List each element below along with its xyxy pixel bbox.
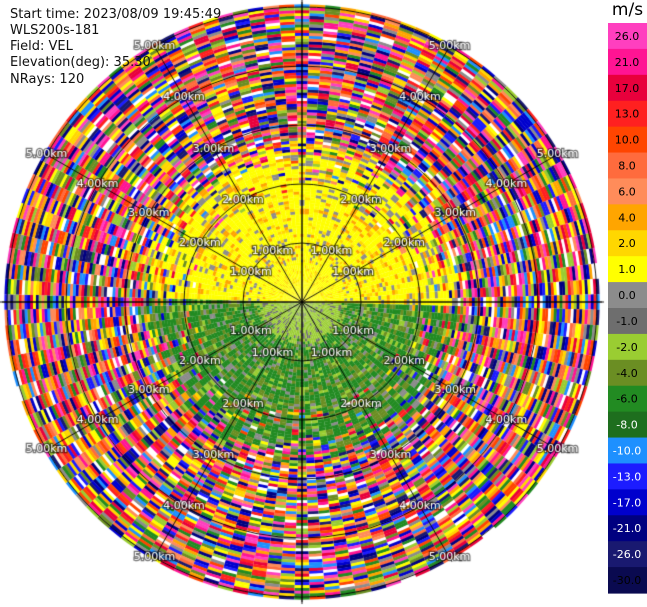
colorbar-tick-label: 2.0 — [618, 237, 636, 250]
colorbar-swatch — [608, 23, 647, 50]
colorbar-tick-label: -26.0 — [613, 548, 641, 561]
colorbar-tick-label: -6.0 — [616, 393, 637, 406]
colorbar-swatch — [608, 126, 647, 154]
colorbar-swatch — [608, 100, 647, 128]
colorbar-swatch — [608, 152, 647, 180]
colorbar-swatch — [608, 333, 647, 361]
colorbar-swatch — [608, 308, 647, 335]
colorbar-swatch — [608, 541, 647, 568]
colorbar-tick-label: 13.0 — [615, 108, 640, 121]
colorbar-swatch — [608, 489, 647, 516]
start-time-label: Start time: 2023/08/09 19:45:49 — [10, 7, 222, 22]
instrument-label: WLS200s-181 — [10, 23, 100, 38]
colorbar-tick-label: 10.0 — [615, 134, 640, 147]
colorbar-swatch — [608, 48, 647, 76]
colorbar-swatch — [608, 178, 647, 205]
colorbar-tick-label: -13.0 — [613, 470, 641, 483]
colorbar-swatch — [608, 385, 647, 413]
nrays-label: NRays: 120 — [10, 72, 85, 87]
colorbar-swatch — [608, 437, 647, 465]
colorbar-swatch — [608, 282, 647, 309]
colorbar-tick-label: 26.0 — [615, 30, 640, 43]
colorbar-swatch — [608, 74, 647, 102]
colorbar-tick-label: 6.0 — [618, 185, 636, 198]
colorbar-tick-label: -8.0 — [616, 419, 637, 432]
colorbar-swatch — [608, 230, 647, 257]
colorbar-tick-label: 21.0 — [615, 56, 640, 69]
colorbar-tick-label: 4.0 — [618, 211, 636, 224]
colorbar-tick-label: -30.0 — [613, 574, 641, 587]
velocity-colorbar: 26.0 21.0 17.0 13.0 10.0 8.0 6.0 4.0 2.0 1.0 0.0 -1… — [608, 23, 647, 594]
colorbar-tick-label: 17.0 — [615, 82, 640, 95]
colorbar-tick-label: -2.0 — [616, 341, 637, 354]
field-label: Field: VEL — [10, 39, 73, 54]
colorbar-tick-label: -21.0 — [613, 522, 641, 535]
colorbar-swatch — [608, 515, 647, 542]
colorbar-swatch — [608, 256, 647, 283]
colorbar-swatch — [608, 204, 647, 231]
colorbar-swatch — [608, 359, 647, 387]
colorbar-tick-label: 0.0 — [618, 289, 636, 302]
colorbar-swatch — [608, 411, 647, 439]
colorbar-tick-label: -4.0 — [616, 367, 637, 380]
colorbar-swatch — [608, 463, 647, 490]
colorbar-title: m/s — [611, 0, 644, 20]
colorbar-tick-label: -17.0 — [613, 496, 641, 509]
colorbar-tick-label: -1.0 — [616, 315, 637, 328]
colorbar-tick-label: -10.0 — [613, 445, 641, 458]
colorbar-swatch — [608, 567, 647, 594]
colorbar-tick-label: 1.0 — [618, 263, 636, 276]
colorbar-tick-label: 8.0 — [618, 160, 636, 173]
elevation-label: Elevation(deg): 35.30 — [10, 55, 151, 70]
